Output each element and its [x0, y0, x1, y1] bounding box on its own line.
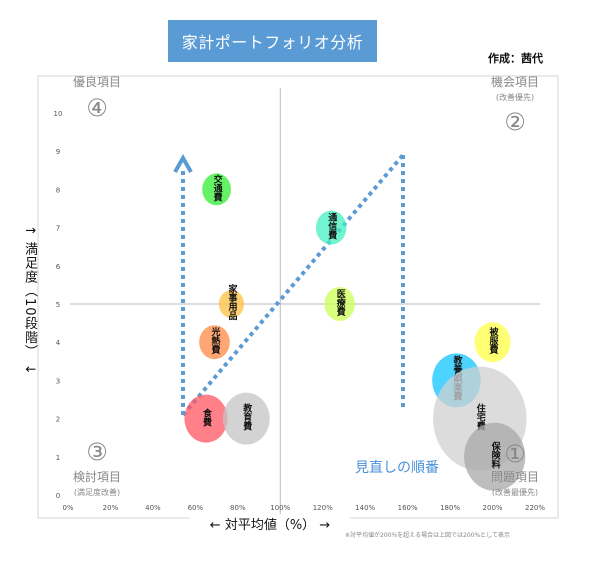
- chart-title: 家計ポートフォリオ分析: [168, 20, 377, 62]
- quadrant-2-name: 機会項目: [491, 74, 539, 89]
- x-tick-label: 0%: [62, 504, 73, 512]
- bubble: 医療費: [324, 287, 356, 321]
- y-tick-label: 3: [56, 377, 60, 385]
- bubble: 保険料: [464, 422, 526, 491]
- quadrant-3-number: ③: [86, 438, 108, 466]
- x-tick-label: 40%: [145, 504, 161, 512]
- author-label: 作成：茜代: [488, 52, 543, 65]
- y-tick-label: 1: [56, 454, 60, 462]
- quadrant-3-name: 検討項目: [73, 469, 121, 484]
- footnote: ※対平均値が200%を超える場合は上図では200%として表示: [345, 532, 510, 539]
- bubble-label: 住宅費: [475, 403, 486, 432]
- bubble-mark: [222, 392, 270, 445]
- bubble: 被服費: [474, 322, 511, 363]
- y-tick-label: 7: [56, 225, 60, 233]
- bubble-label: 保険料: [490, 441, 502, 470]
- y-axis-label: ↑ 満足度（10段階） ↓: [22, 225, 37, 376]
- x-tick-label: 160%: [398, 504, 418, 512]
- y-tick-label: 6: [56, 263, 61, 271]
- bubble-mark: [474, 322, 511, 363]
- x-tick-label: 120%: [313, 504, 333, 512]
- bubble-label: 家事用品: [226, 283, 238, 321]
- bubble-mark: [218, 290, 245, 318]
- quadrant-3-sub: (満足度改善): [74, 487, 120, 497]
- quadrant-4-name: 優良項目: [73, 74, 121, 89]
- quadrant-1-sub: (改善最優先): [492, 487, 538, 497]
- bubble-mark: [464, 422, 526, 491]
- bubble: 交通費: [202, 173, 231, 206]
- x-axis-label: ← 対平均値（%） →: [190, 514, 350, 533]
- bubble-mark: [184, 394, 228, 443]
- bubble: 教育費: [222, 392, 270, 445]
- bubble: 食費: [184, 394, 228, 443]
- quadrant-4-number: ④: [86, 94, 108, 122]
- bubble-label: 教育費: [241, 403, 253, 432]
- review-order-arrows: [173, 153, 405, 417]
- y-tick-label: 10: [54, 110, 63, 118]
- bubble-label: 交通費: [212, 173, 223, 202]
- bubble-mark: [315, 210, 347, 245]
- bubble-label: 医療費: [335, 289, 346, 317]
- y-tick-label: 9: [56, 148, 60, 156]
- y-tick-label: 4: [56, 339, 61, 347]
- x-tick-label: 80%: [230, 504, 246, 512]
- bubble: 家事用品: [218, 283, 245, 321]
- bubble-mark: [324, 287, 356, 321]
- y-tick-label: 5: [56, 301, 60, 309]
- bubble-label: 被服費: [488, 326, 499, 355]
- bubble-mark: [202, 173, 231, 206]
- quadrant-2-sub: (改善優先): [496, 92, 534, 102]
- bubble-mark: [199, 325, 230, 360]
- bubble: 光熱費: [199, 325, 230, 360]
- y-tick-label: 0: [56, 492, 60, 500]
- y-tick-label: 8: [56, 186, 60, 194]
- x-tick-label: 220%: [525, 504, 545, 512]
- x-tick-label: 140%: [355, 504, 375, 512]
- quadrant-1-number: ①: [504, 440, 526, 468]
- x-tick-label: 180%: [440, 504, 460, 512]
- bubble-label: 食費: [201, 408, 213, 428]
- x-tick-label: 200%: [483, 504, 503, 512]
- quadrant-1-name: 問題項目: [491, 470, 539, 484]
- bubble-label: 通信費: [326, 212, 337, 241]
- arrow-diagonal: [181, 153, 405, 417]
- x-tick-label: 100%: [270, 504, 290, 512]
- bubble-label: 光熱費: [209, 326, 221, 355]
- review-order-annotation: 見直しの順番: [355, 460, 439, 476]
- quadrant-2-number: ②: [504, 108, 526, 136]
- y-tick-label: 2: [56, 416, 60, 424]
- bubble: 通信費: [315, 210, 347, 245]
- x-tick-label: 60%: [188, 504, 204, 512]
- x-tick-label: 20%: [103, 504, 119, 512]
- arrowhead-icon: [173, 153, 193, 173]
